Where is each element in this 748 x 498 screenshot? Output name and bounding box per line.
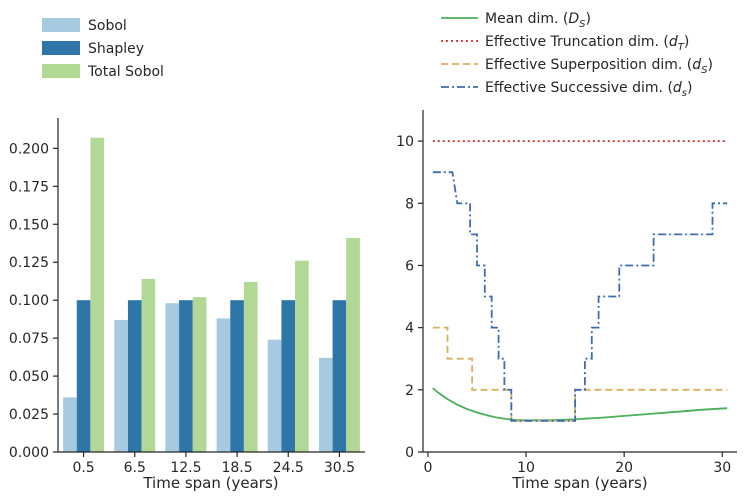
bar-total-sobol-18.5 [243, 281, 258, 452]
legend-label-end: ) [586, 11, 591, 27]
legend-label-total-sobol: Total Sobol [87, 64, 164, 80]
bar-sobol-30.5 [318, 357, 333, 452]
legend-label-var: D [568, 11, 579, 27]
right-x-tick-label: 10 [517, 460, 535, 476]
bar-shapley-30.5 [332, 300, 347, 452]
bar-total-sobol-24.5 [295, 260, 309, 452]
left-axes: 0.000 0.025 0.050 0.075 0.100 0.125 0.150 0.175… [9, 118, 365, 476]
bar-shapley-0.5 [76, 300, 91, 452]
right-y-tick-label: 8 [405, 196, 414, 212]
legend-label-var: d [673, 80, 682, 96]
legend-label-sub: S [701, 65, 708, 76]
line-series-3 [432, 326, 728, 422]
legend-label-sub: S [579, 19, 586, 30]
right-lines [432, 140, 728, 422]
legend-swatch-shapley [42, 41, 80, 55]
left-x-tick-label: 6.5 [124, 460, 146, 476]
legend-label-text: Mean dim. ( [485, 11, 568, 27]
legend-label-text: Effective Superposition dim. ( [485, 57, 692, 73]
left-x-tick-label: 0.5 [72, 460, 94, 476]
line-series-4 [432, 171, 728, 422]
legend-label-end: ) [687, 80, 692, 96]
legend-label-sub: T [678, 42, 685, 53]
right-legend: Mean dim. (DS)Effective Truncation dim. … [441, 11, 713, 99]
left-y-tick-label: 0.200 [9, 141, 49, 157]
left-y-tick-label: 0.175 [9, 179, 49, 195]
left-bars [63, 137, 360, 452]
bar-sobol-6.5 [114, 319, 128, 452]
right-x-tick-label: 20 [615, 460, 633, 476]
bar-shapley-18.5 [230, 300, 244, 452]
legend-swatch-sobol [42, 18, 80, 32]
legend-label-sobol: Sobol [88, 18, 127, 34]
right-y-tick-label: 2 [405, 383, 414, 399]
right-y-tick-label: 6 [405, 258, 414, 274]
left-legend: Sobol Shapley Total Sobol [42, 18, 164, 80]
right-y-tick-label: 10 [396, 134, 414, 150]
bar-sobol-18.5 [216, 318, 231, 452]
right-axes: 0 2 4 6 8 10 0 10 20 30 [396, 110, 737, 476]
bar-shapley-12.5 [179, 300, 193, 452]
bar-total-sobol-30.5 [346, 237, 360, 452]
right-y-tick-label: 4 [405, 321, 414, 337]
legend-label-sub: s [682, 88, 687, 99]
left-x-tick-label: 30.5 [324, 460, 355, 476]
left-x-tick-label: 12.5 [170, 460, 201, 476]
legend-label-end: ) [707, 57, 712, 73]
legend-label-2: Effective Truncation dim. (dT) [485, 34, 689, 53]
bar-sobol-0.5 [63, 397, 77, 452]
legend-label-3: Effective Superposition dim. (dS) [485, 57, 713, 76]
bar-total-sobol-12.5 [192, 297, 207, 452]
left-x-tick-label: 24.5 [273, 460, 304, 476]
left-y-tick-label: 0.050 [9, 369, 49, 385]
legend-label-var: d [669, 34, 678, 50]
legend-label-var: d [692, 57, 701, 73]
left-y-tick-label: 0.125 [9, 255, 49, 271]
legend-label-shapley: Shapley [88, 41, 144, 57]
right-x-axis-label: Time span (years) [511, 474, 647, 492]
left-y-tick-label: 0.025 [9, 407, 49, 423]
bar-sobol-12.5 [165, 303, 180, 452]
left-y-tick-label: 0.000 [9, 445, 49, 461]
left-y-tick-label: 0.150 [9, 217, 49, 233]
left-y-tick-label: 0.100 [9, 293, 49, 309]
left-x-tick-label: 18.5 [221, 460, 252, 476]
left-x-axis-label: Time span (years) [142, 474, 278, 492]
bar-sobol-24.5 [267, 339, 282, 452]
bar-total-sobol-6.5 [141, 278, 156, 452]
legend-swatch-total-sobol [42, 64, 80, 78]
bar-shapley-6.5 [127, 300, 142, 452]
right-x-tick-label: 30 [713, 460, 731, 476]
bar-total-sobol-0.5 [90, 137, 105, 452]
bar-shapley-24.5 [281, 300, 296, 452]
legend-label-4: Effective Successive dim. (ds) [485, 80, 692, 99]
legend-label-end: ) [684, 34, 689, 50]
legend-label-text: Effective Truncation dim. ( [485, 34, 669, 50]
right-y-tick-label: 0 [405, 445, 414, 461]
line-series-1 [432, 387, 728, 422]
left-y-tick-label: 0.075 [9, 331, 49, 347]
legend-label-text: Effective Successive dim. ( [485, 80, 673, 96]
right-x-tick-label: 0 [423, 460, 432, 476]
legend-label-1: Mean dim. (DS) [485, 11, 591, 30]
